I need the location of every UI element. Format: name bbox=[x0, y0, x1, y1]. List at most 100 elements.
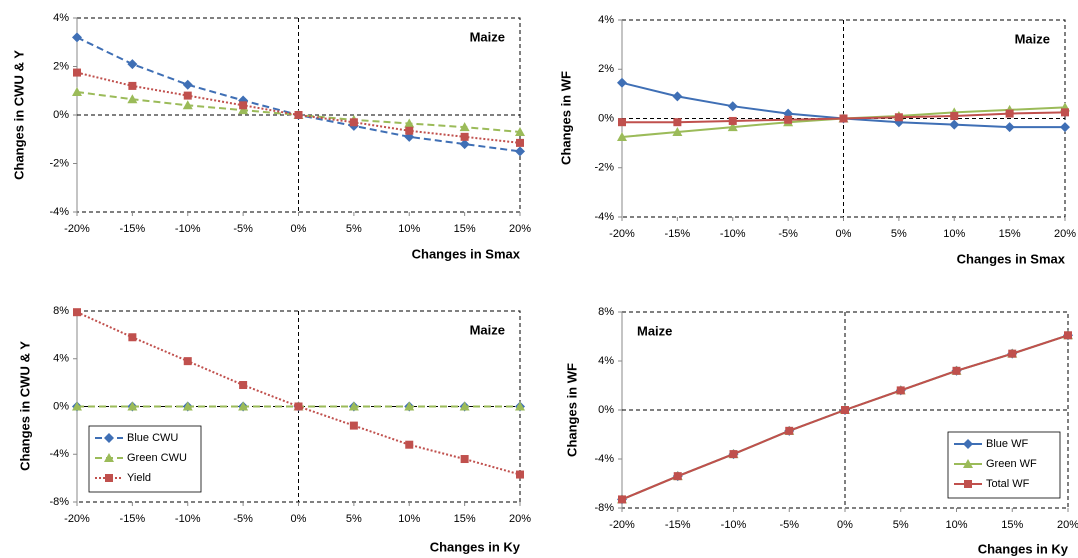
marker bbox=[105, 474, 113, 482]
marker bbox=[839, 114, 848, 123]
marker bbox=[896, 386, 905, 395]
legend-label: Blue CWU bbox=[127, 432, 178, 444]
x-axis-title: Changes in Smax bbox=[957, 251, 1066, 266]
marker bbox=[127, 94, 138, 104]
annotation: Maize bbox=[470, 29, 505, 44]
marker bbox=[963, 459, 973, 468]
marker bbox=[72, 32, 82, 43]
marker bbox=[182, 401, 193, 411]
marker bbox=[128, 333, 137, 342]
chart-panel: -8% -4% 0% 4% 8% -20% -15% -10% -5% 0% 5% 10% 15% 20%… bbox=[564, 306, 1078, 557]
marker bbox=[294, 402, 303, 411]
y-axis-title: Changes in WF bbox=[564, 363, 579, 457]
x-tick-label: -15% bbox=[665, 519, 691, 531]
x-tick-label: 20% bbox=[509, 513, 531, 525]
marker bbox=[128, 81, 137, 90]
marker bbox=[727, 122, 738, 132]
marker bbox=[1060, 122, 1070, 133]
y-tick-label: -4% bbox=[594, 211, 614, 223]
marker bbox=[405, 440, 414, 449]
y-axis-title: Changes in CWU & Y bbox=[17, 341, 32, 471]
x-axis-title: Changes in Ky bbox=[430, 539, 521, 554]
y-tick-label: 0% bbox=[53, 109, 69, 121]
chart-panel: -8% -4% 0% 4% 8% -20% -15% -10% -5% 0% 5% 10% 15% 20%… bbox=[17, 305, 531, 555]
y-tick-label: -2% bbox=[49, 157, 69, 169]
marker bbox=[1061, 108, 1069, 117]
y-tick-label: 2% bbox=[53, 60, 69, 72]
y-tick-label: 0% bbox=[53, 400, 69, 412]
x-tick-label: -20% bbox=[64, 223, 90, 235]
marker bbox=[127, 401, 138, 411]
marker bbox=[964, 480, 972, 488]
marker bbox=[515, 401, 525, 411]
y-axis-title: Changes in CWU & Y bbox=[11, 50, 26, 180]
marker bbox=[672, 127, 683, 137]
marker bbox=[182, 79, 193, 90]
x-tick-label: 5% bbox=[346, 223, 362, 235]
x-tick-label: -5% bbox=[233, 223, 253, 235]
marker bbox=[673, 118, 682, 127]
marker bbox=[348, 401, 359, 411]
legend-label: Total WF bbox=[986, 478, 1030, 490]
y-tick-label: 4% bbox=[598, 14, 614, 26]
marker bbox=[515, 146, 525, 157]
marker bbox=[841, 406, 849, 414]
x-axis-title: Changes in Smax bbox=[412, 246, 521, 261]
x-tick-label: -20% bbox=[609, 228, 635, 240]
marker bbox=[183, 357, 192, 366]
marker bbox=[459, 139, 470, 150]
legend-label: Yield bbox=[127, 472, 151, 484]
marker bbox=[349, 118, 358, 127]
x-tick-label: 10% bbox=[398, 513, 420, 525]
legend-label: Green CWU bbox=[127, 452, 187, 464]
marker bbox=[894, 113, 903, 122]
marker bbox=[238, 401, 249, 411]
y-tick-label: 8% bbox=[53, 305, 69, 317]
marker bbox=[349, 421, 358, 430]
marker bbox=[952, 366, 961, 375]
marker bbox=[1064, 331, 1072, 340]
annotation: Maize bbox=[470, 322, 505, 337]
y-tick-label: -4% bbox=[49, 206, 69, 218]
marker bbox=[963, 439, 973, 449]
x-tick-label: 0% bbox=[291, 513, 307, 525]
y-tick-label: 4% bbox=[598, 355, 614, 367]
x-tick-label: 0% bbox=[836, 228, 852, 240]
marker bbox=[405, 126, 414, 135]
x-tick-label: -5% bbox=[778, 228, 798, 240]
marker bbox=[460, 455, 469, 464]
y-tick-label: -8% bbox=[49, 496, 69, 508]
marker bbox=[183, 91, 192, 100]
y-tick-label: -4% bbox=[49, 448, 69, 460]
marker bbox=[784, 115, 793, 124]
y-tick-label: 4% bbox=[53, 353, 69, 365]
marker bbox=[515, 126, 525, 136]
marker bbox=[72, 86, 82, 96]
marker bbox=[238, 105, 249, 115]
x-tick-label: -20% bbox=[609, 519, 635, 531]
legend-label: Blue WF bbox=[986, 438, 1028, 450]
y-tick-label: -4% bbox=[594, 453, 614, 465]
marker bbox=[672, 91, 683, 102]
annotation: Maize bbox=[1015, 31, 1050, 46]
x-tick-label: 5% bbox=[893, 519, 909, 531]
marker bbox=[1005, 109, 1014, 118]
x-tick-label: 10% bbox=[945, 519, 967, 531]
x-tick-label: 15% bbox=[1001, 519, 1023, 531]
marker bbox=[73, 308, 81, 317]
marker bbox=[949, 119, 960, 130]
legend-label: Green WF bbox=[986, 458, 1037, 470]
marker bbox=[239, 381, 248, 390]
marker bbox=[404, 118, 415, 128]
chart-panel: -4% -2% 0% 2% 4% -20% -15% -10% -5% 0% 5% 10% 15% 20%… bbox=[558, 14, 1076, 267]
marker bbox=[294, 111, 303, 119]
marker bbox=[727, 101, 738, 112]
x-tick-label: 5% bbox=[891, 228, 907, 240]
x-tick-label: -10% bbox=[720, 228, 746, 240]
y-tick-label: -2% bbox=[594, 162, 614, 174]
marker bbox=[460, 132, 469, 141]
x-axis-title: Changes in Ky bbox=[978, 541, 1069, 556]
y-axis-title: Changes in WF bbox=[558, 71, 573, 165]
x-tick-label: -10% bbox=[175, 223, 201, 235]
